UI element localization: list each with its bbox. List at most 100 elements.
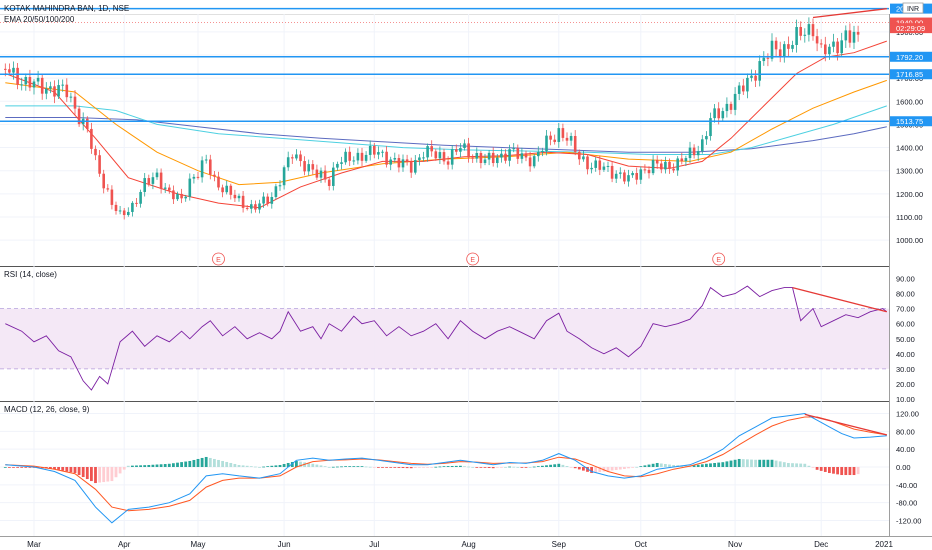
macd-pane[interactable] bbox=[3, 412, 887, 524]
macd-histogram-bar bbox=[668, 464, 671, 467]
price-tick-label: 1600.00 bbox=[896, 97, 923, 106]
earnings-marker[interactable]: E bbox=[712, 252, 726, 266]
price-tick-label: 1200.00 bbox=[896, 190, 923, 199]
macd-histogram-bar bbox=[807, 465, 811, 467]
candle-down bbox=[102, 173, 105, 189]
earnings-label: E bbox=[716, 257, 721, 264]
symbol-title: KOTAK MAHINDRA BAN, 1D, NSE bbox=[4, 4, 129, 13]
macd-histogram-bar bbox=[582, 467, 585, 471]
macd-histogram-bar bbox=[94, 467, 97, 484]
macd-histogram-bar bbox=[856, 467, 860, 475]
macd-histogram-bar bbox=[438, 466, 442, 468]
candle-down bbox=[528, 157, 532, 167]
candle-up bbox=[733, 93, 737, 110]
candle-up bbox=[61, 84, 64, 86]
candle-up bbox=[684, 158, 688, 162]
price-tick-label: 1300.00 bbox=[896, 167, 923, 176]
candle-down bbox=[479, 153, 483, 164]
macd-histogram-bar bbox=[106, 467, 110, 482]
macd-histogram-bar bbox=[594, 467, 598, 473]
earnings-marker[interactable]: E bbox=[212, 252, 225, 266]
candle-up bbox=[676, 158, 679, 171]
candle-up bbox=[557, 128, 561, 142]
candle-down bbox=[90, 128, 93, 149]
candle-up bbox=[340, 162, 343, 164]
candle-down bbox=[647, 169, 651, 174]
macd-histogram-bar bbox=[77, 467, 81, 476]
macd-histogram-bar bbox=[397, 467, 401, 468]
macd-histogram-bar bbox=[159, 464, 163, 467]
earnings-marker[interactable]: E bbox=[466, 252, 480, 266]
candle-down bbox=[159, 172, 163, 189]
macd-histogram-bar bbox=[143, 465, 147, 467]
macd-histogram-bar bbox=[713, 462, 716, 467]
macd-histogram-bar bbox=[151, 464, 155, 467]
macd-histogram-bar bbox=[758, 459, 762, 467]
macd-histogram-bar bbox=[258, 467, 261, 468]
macd-histogram-bar bbox=[516, 467, 520, 468]
x-tick-label: Mar bbox=[27, 540, 41, 549]
price-tick-label: 1000.00 bbox=[896, 236, 923, 245]
candle-up bbox=[426, 146, 429, 158]
candle-up bbox=[803, 34, 807, 36]
candle-down bbox=[471, 157, 474, 159]
candle-down bbox=[94, 148, 97, 156]
candle-up bbox=[450, 149, 454, 165]
macd-histogram-bar bbox=[135, 465, 138, 467]
candle-down bbox=[110, 189, 114, 205]
candle-down bbox=[442, 152, 446, 162]
candle-up bbox=[828, 46, 831, 55]
macd-line bbox=[5, 412, 887, 524]
price-label-badge bbox=[890, 51, 932, 62]
macd-histogram-bar bbox=[672, 464, 675, 467]
candle-down bbox=[172, 190, 175, 200]
macd-histogram-bar bbox=[57, 467, 60, 470]
candle-down bbox=[811, 24, 815, 37]
macd-histogram-bar bbox=[418, 467, 421, 468]
macd-histogram-bar bbox=[614, 467, 618, 471]
candle-up bbox=[844, 30, 848, 41]
candle-up bbox=[791, 44, 794, 49]
macd-histogram-bar bbox=[24, 467, 28, 468]
macd-histogram-bar bbox=[737, 458, 741, 467]
macd-histogram-bar bbox=[422, 467, 425, 468]
macd-histogram-bar bbox=[655, 462, 659, 467]
macd-histogram-bar bbox=[319, 465, 323, 467]
candle-up bbox=[270, 196, 274, 204]
candle-up bbox=[762, 57, 766, 62]
macd-histogram-bar bbox=[483, 467, 487, 468]
macd-histogram-bar bbox=[532, 466, 536, 468]
candle-up bbox=[696, 151, 700, 156]
macd-histogram-bar bbox=[504, 467, 507, 468]
macd-histogram-bar bbox=[12, 467, 15, 468]
candle-down bbox=[254, 204, 257, 210]
macd-histogram-bar bbox=[746, 459, 749, 467]
candle-down bbox=[233, 194, 237, 199]
candle-up bbox=[582, 156, 585, 160]
macd-histogram-bar bbox=[561, 464, 565, 467]
rsi-tick-label: 70.00 bbox=[896, 305, 915, 314]
macd-histogram-bar bbox=[495, 467, 499, 468]
currency-badge[interactable]: INR bbox=[902, 2, 924, 14]
macd-histogram-bar bbox=[167, 463, 171, 467]
candle-down bbox=[434, 151, 438, 159]
macd-histogram-bar bbox=[53, 467, 56, 470]
macd-histogram-bar bbox=[20, 467, 24, 468]
candle-up bbox=[459, 148, 462, 152]
rsi-tick-label: 40.00 bbox=[896, 350, 915, 359]
macd-histogram-bar bbox=[245, 465, 249, 467]
macd-histogram-bar bbox=[557, 463, 561, 467]
candle-down bbox=[692, 147, 696, 156]
macd-histogram-bar bbox=[110, 467, 114, 482]
candle-down bbox=[430, 146, 433, 152]
macd-histogram-bar bbox=[282, 463, 286, 467]
macd-histogram-bar bbox=[401, 467, 405, 469]
macd-histogram-bar bbox=[643, 465, 647, 467]
macd-histogram-bar bbox=[754, 459, 757, 467]
rsi-pane[interactable] bbox=[0, 285, 889, 391]
candle-up bbox=[709, 118, 712, 137]
candle-up bbox=[278, 185, 282, 187]
macd-histogram-bar bbox=[647, 464, 651, 467]
